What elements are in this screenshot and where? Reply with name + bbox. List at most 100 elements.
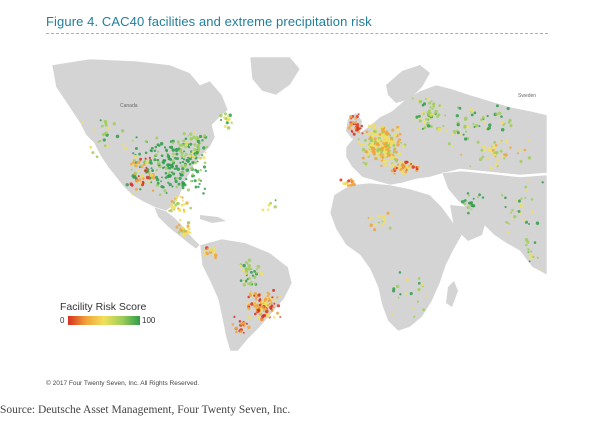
facility-dot [377, 126, 380, 129]
facility-dot [493, 140, 497, 144]
facility-dot [276, 304, 281, 308]
facility-dot [387, 154, 390, 157]
facility-dot [164, 171, 168, 175]
world-map-canvas[interactable]: Canada Sweden [50, 55, 547, 352]
facility-dot [171, 141, 175, 145]
world-map[interactable]: Canada Sweden [50, 55, 547, 352]
facility-dot [140, 165, 144, 169]
facility-dot [427, 113, 430, 117]
facility-dot [137, 175, 140, 178]
facility-dot [189, 180, 193, 183]
facility-dot [370, 143, 375, 147]
facility-dot [180, 203, 184, 207]
facility-dot [391, 163, 395, 167]
facility-dot [472, 197, 475, 200]
facility-dot [208, 248, 213, 252]
facility-dot [203, 249, 207, 253]
facility-dot [133, 173, 136, 176]
facility-dot [138, 152, 142, 156]
facility-dot [425, 294, 428, 297]
facility-dot [347, 183, 350, 186]
facility-dot [418, 117, 422, 120]
facility-dot [248, 291, 251, 294]
facility-dot [527, 251, 530, 253]
facility-dot [456, 123, 460, 127]
facility-dot [500, 121, 504, 125]
facility-dot [508, 118, 512, 123]
facility-dot [392, 144, 395, 147]
facility-dot [181, 230, 184, 233]
facility-dot [132, 159, 136, 163]
facility-dot [405, 165, 409, 169]
facility-dot [440, 105, 443, 109]
facility-dot [478, 193, 481, 197]
facility-dot [169, 174, 173, 177]
facility-dot [253, 282, 257, 285]
facility-dot [516, 152, 519, 155]
facility-dot [503, 122, 506, 125]
facility-dot [359, 127, 362, 130]
facility-dot [377, 221, 381, 224]
facility-dot [372, 125, 376, 130]
facility-dot [145, 175, 150, 180]
facility-dot [172, 205, 177, 210]
facility-dot [247, 258, 252, 262]
facility-dot [248, 316, 252, 320]
facility-dot [242, 331, 245, 334]
facility-dot [180, 164, 184, 168]
facility-dot [395, 166, 398, 170]
facility-dot [156, 150, 159, 153]
facility-dot [130, 183, 134, 187]
facility-dot [366, 153, 369, 157]
facility-dot [266, 208, 270, 211]
facility-dot [178, 172, 181, 175]
facility-dot [122, 143, 125, 146]
landmass-greenland [249, 56, 301, 96]
facility-dot [242, 263, 246, 268]
facility-dot [384, 145, 388, 149]
facility-dot [381, 155, 385, 159]
facility-dot [234, 326, 239, 331]
facility-dot [530, 257, 533, 260]
facility-dot [115, 134, 120, 139]
facility-dot [382, 153, 385, 156]
facility-dot [463, 137, 468, 141]
facility-dot [404, 170, 408, 174]
facility-dot [141, 177, 145, 180]
facility-dot [144, 151, 148, 155]
facility-dot [249, 270, 253, 274]
facility-dot [524, 206, 527, 209]
facility-dot [176, 201, 180, 206]
facility-dot [390, 169, 394, 173]
facility-dot [417, 277, 421, 280]
facility-dot [519, 159, 523, 164]
facility-dot [418, 114, 421, 118]
facility-dot [187, 145, 191, 149]
facility-dot [174, 179, 178, 184]
facility-dot [391, 153, 394, 157]
facility-dot [177, 140, 180, 143]
facility-dot [183, 203, 186, 206]
facility-dot [461, 200, 465, 204]
facility-dot [363, 138, 367, 142]
facility-dot [197, 185, 200, 189]
facility-dot [370, 136, 373, 140]
facility-dot [427, 97, 431, 101]
facility-dot [429, 125, 433, 128]
facility-dot [178, 176, 182, 181]
facility-dot [206, 247, 209, 250]
facility-dot [541, 181, 544, 184]
facility-dot [160, 185, 164, 189]
facility-dot [354, 116, 358, 120]
facility-dot [146, 170, 149, 173]
facility-dot [383, 140, 386, 143]
facility-dot [415, 115, 419, 119]
facility-dot [529, 255, 532, 258]
facility-dot [160, 180, 162, 183]
facility-dot [428, 101, 432, 105]
facility-dot [357, 113, 360, 116]
facility-dot [247, 315, 250, 317]
facility-dot [187, 227, 191, 231]
facility-dot [159, 141, 164, 146]
facility-dot [181, 167, 185, 171]
